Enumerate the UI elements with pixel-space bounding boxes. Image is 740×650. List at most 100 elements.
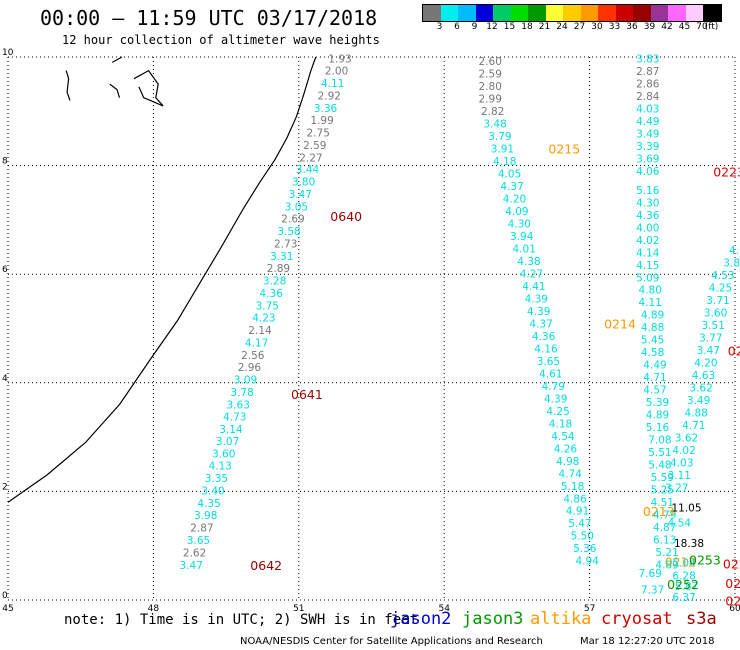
wave-height-value: 4.23 [252, 312, 275, 324]
wave-height-value: 3.28 [263, 276, 286, 288]
wave-height-value: 4.73 [223, 411, 246, 423]
wave-height-value: 5.16 [646, 422, 670, 434]
wave-height-value: 4.05 [498, 169, 521, 181]
wave-height-value: 3.14 [219, 424, 243, 436]
wave-height-value: 6.13 [653, 535, 676, 547]
latitude-tick-label: 6 [2, 265, 8, 275]
wave-height-value: 5.25 [651, 485, 674, 497]
pass-time-label: 0642 [250, 558, 282, 573]
wave-height-value: 4.91 [566, 506, 589, 518]
latitude-tick-label: 4 [2, 374, 8, 384]
wave-height-value: 4.25 [709, 283, 732, 295]
wave-height-value: 3.47 [289, 189, 312, 201]
wave-height-value: 4.54 [551, 431, 575, 443]
wave-height-value: 3.91 [491, 144, 514, 156]
colorbar-tick-label: 21 [538, 22, 551, 32]
wave-height-value: 2.69 [281, 214, 304, 226]
wave-height-value: 4.15 [636, 260, 659, 272]
wave-height-value: 4.03 [636, 103, 659, 115]
colorbar-tick-label: 15 [503, 22, 516, 32]
longitude-tick-label: 57 [584, 604, 595, 614]
wave-height-value: 5.04 [672, 557, 696, 569]
map-grid [7, 56, 736, 601]
wave-height-value: 4.13 [209, 461, 232, 473]
wave-height-value: 4.39 [527, 306, 550, 318]
wave-height-value: 1.93 [328, 53, 351, 65]
wave-height-value: 3.75 [256, 301, 279, 313]
colorbar-swatch [475, 5, 493, 21]
credit-line: NOAA/NESDIS Center for Satellite Applica… [240, 636, 543, 647]
wave-height-value: 5.45 [641, 335, 664, 347]
colorbar-swatch [510, 5, 528, 21]
colorbar-tick-labels: 3 6 9 12 15 18 21 24 27 30 33 36 39 42 45 70 (ft) [422, 22, 740, 34]
wave-height-value: 3.69 [636, 153, 659, 165]
wave-height-value: 4.41 [522, 281, 545, 293]
wave-height-value: 5.36 [573, 543, 597, 555]
pass-time-label: 0213 [643, 504, 675, 519]
wave-height-value: 4.98 [556, 456, 579, 468]
legend-cryosat: cryosat [601, 609, 673, 629]
longitude-tick-label: 60 [729, 604, 740, 614]
wave-height-value: 4.57 [643, 385, 666, 397]
wave-height-value: 3.98 [194, 510, 217, 522]
colorbar-swatch [563, 5, 581, 21]
wave-height-value: 4.17 [245, 337, 268, 349]
pass-time-label: 0215 [548, 142, 580, 157]
wave-height-value: 4.30 [636, 197, 659, 209]
wave-height-value: 2.99 [479, 94, 502, 106]
colorbar-tick-label: 12 [486, 22, 498, 32]
wave-height-value: 4.51 [651, 497, 674, 509]
wave-height-value: 5.18 [561, 481, 584, 493]
wave-height-value: 5.87 [675, 581, 698, 593]
wave-height-value: 4.71 [643, 372, 666, 384]
pass-time-label: 0221 [723, 557, 740, 572]
island-outline [109, 83, 121, 98]
colorbar-tick-label: 39 [643, 22, 656, 32]
wave-height-value: 2.59 [479, 69, 502, 81]
wave-height-value: 3.39 [636, 141, 659, 153]
pass-time-label: 0223 [713, 165, 740, 180]
wave-height-value: 2.82 [481, 106, 504, 118]
wave-height-value: 4.89 [646, 410, 669, 422]
wave-height-value: 4.88 [641, 322, 664, 334]
wave-height-value: 2.60 [479, 56, 502, 68]
wave-height-value: 4.27 [520, 269, 543, 281]
wave-height-value: 3.49 [687, 395, 710, 407]
wave-height-value: 3.44 [296, 164, 320, 176]
colorbar-tick-label: 18 [521, 22, 533, 32]
wave-height-value: 4.39 [525, 293, 548, 305]
wave-height-value: 4.87 [653, 522, 676, 534]
latitude-tick-label: 8 [2, 157, 8, 167]
wave-height-value: 4.79 [542, 381, 565, 393]
latitude-tick-label: 2 [2, 482, 8, 492]
colorbar-swatch [703, 5, 721, 21]
wave-height-value: 2.56 [241, 350, 265, 362]
wave-height-value: 4.11 [639, 297, 662, 309]
wave-height-value: 3.48 [483, 119, 506, 131]
wave-height-value: 4.61 [539, 368, 562, 380]
colorbar-tick-label: 70 [696, 22, 708, 32]
wave-height-value: 4.58 [641, 347, 664, 359]
colorbar-tick-label: 9 [471, 22, 478, 32]
wave-height-value: 3.60 [704, 308, 727, 320]
colorbar-tick-label: 45 [678, 22, 691, 32]
wave-height-value: 11.05 [671, 503, 701, 515]
wave-height-value: 3.47 [697, 345, 720, 357]
wave-height-value: 2.87 [636, 66, 659, 78]
wave-height-value: 4.86 [563, 493, 587, 505]
wave-height-value: 4.74 [559, 468, 583, 480]
legend-jason3: jason3 [462, 609, 524, 629]
wave-height-labels: 1.932.004.112.923.361.992.752.592.273.44… [180, 53, 740, 608]
longitude-tick-label: 48 [148, 604, 160, 614]
wave-height-value: 4.14 [636, 247, 660, 259]
wave-height-value: 4.03 [670, 457, 693, 469]
wave-height-value: 2.59 [303, 140, 326, 152]
wave-height-value: 3.94 [510, 231, 534, 243]
wave-height-value: 4.20 [503, 194, 526, 206]
wave-height-value: 4.49 [643, 360, 666, 372]
wave-height-value: 5.51 [648, 447, 671, 459]
wave-height-value: 3.36 [314, 103, 338, 115]
wave-height-value: 3.71 [706, 295, 729, 307]
